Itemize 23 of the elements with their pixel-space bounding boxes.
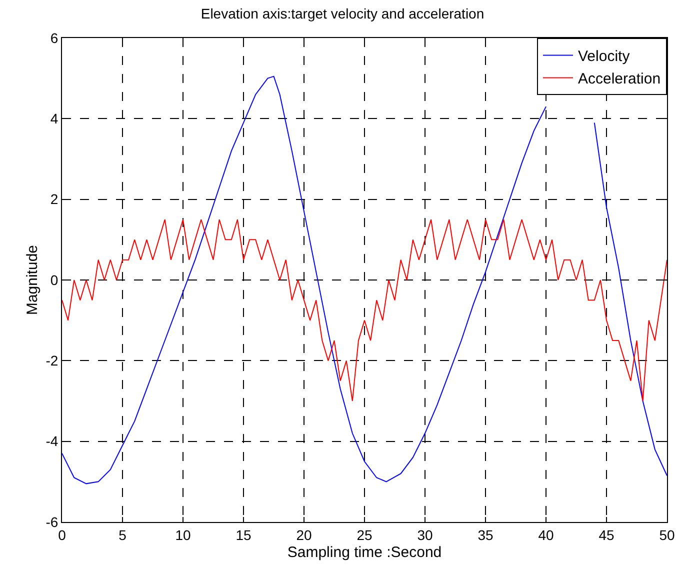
x-tick-label: 30 [417, 526, 433, 543]
x-tick-label: 20 [296, 526, 312, 543]
x-tick-label: 25 [356, 526, 372, 543]
x-axis-title: Sampling time :Second [287, 544, 442, 561]
x-tick-label: 50 [659, 526, 675, 543]
legend-label: Acceleration [578, 70, 661, 88]
legend-label: Velocity [578, 48, 630, 66]
x-tick-label: 10 [175, 526, 191, 543]
chart-title: Elevation axis:target velocity and acceleration [200, 5, 484, 22]
x-tick-label: 45 [598, 526, 614, 543]
x-tick-label: 40 [538, 526, 554, 543]
y-tick-label: -4 [46, 433, 58, 450]
x-tick-label: 15 [236, 526, 252, 543]
y-tick-label: 4 [50, 110, 58, 127]
y-tick-label: 0 [50, 272, 58, 288]
x-tick-label: 35 [478, 526, 494, 543]
y-tick-label: -2 [46, 352, 58, 369]
y-tick-label: -6 [46, 514, 58, 530]
y-axis-title: Magnitude [24, 244, 41, 316]
y-tick-label: 6 [50, 30, 58, 46]
y-tick-label: 2 [50, 191, 58, 208]
line-series [62, 219, 667, 402]
x-tick-label: 5 [118, 526, 127, 543]
